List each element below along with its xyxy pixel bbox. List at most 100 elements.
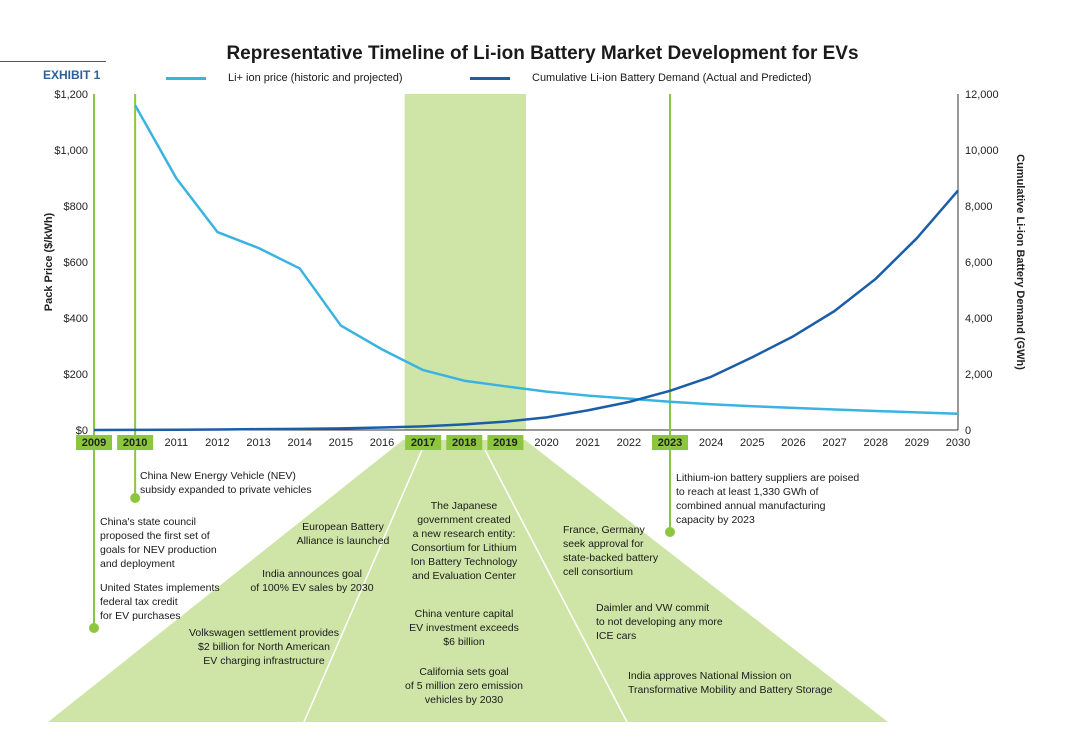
x-tick-label: 2017 (411, 437, 435, 449)
x-tick-label: 2012 (205, 437, 229, 449)
annotation-2019-item-0-line-2: state-backed battery (563, 552, 659, 564)
annotation-2009-line-0: China's state council (100, 516, 196, 528)
milestone-dot-2009 (89, 623, 99, 633)
annotation-2023-line-2: combined annual manufacturing (676, 500, 826, 512)
annotation-2017-item-1-line-0: India announces goal (262, 568, 362, 580)
annotation-2017-item-1: India announces goal of 100% EV sales by… (239, 567, 385, 595)
annotation-2019-item-2-line-1: Transformative Mobility and Battery Stor… (628, 684, 833, 696)
x-tick-label: 2015 (329, 437, 353, 449)
annotation-2009-line-1: proposed the first set of (100, 530, 210, 542)
x-tick-label: 2029 (905, 437, 929, 449)
annotation-2023: Lithium-ion battery suppliers are poised… (676, 471, 859, 527)
annotation-2009-spacer (100, 571, 220, 581)
x-tick-highlight-2018 (446, 435, 483, 450)
annotation-2017-item-0-line-0: European Battery (302, 521, 384, 533)
annotation-2010-line-1: subsidy expanded to private vehicles (140, 484, 312, 496)
annotation-2018-item-0-line-5: and Evaluation Center (412, 570, 516, 582)
annotation-2019-item-0-line-3: cell consortium (563, 566, 634, 578)
annotation-2017-item-2-line-0: Volkswagen settlement provides (189, 627, 339, 639)
legend-price: Li+ ion price (historic and projected) (166, 72, 403, 84)
chart-title: Representative Timeline of Li-ion Batter… (226, 43, 859, 64)
y-tick-label: $800 (64, 201, 88, 213)
legend-price-label: Li+ ion price (historic and projected) (228, 72, 403, 84)
annotation-2018-item-2-line-0: California sets goal (419, 666, 509, 678)
y-tick-label: $200 (64, 369, 88, 381)
annotation-2018-item-1-line-1: EV investment exceeds (409, 622, 519, 634)
annotation-2018-item-0-line-3: Consortium for Lithium (411, 542, 517, 554)
annotation-2009-line-2: goals for NEV production (100, 544, 217, 556)
x-tick-label: 2013 (246, 437, 270, 449)
annotation-2010: China New Energy Vehicle (NEV) subsidy e… (140, 469, 312, 497)
legend-demand-label: Cumulative Li-ion Battery Demand (Actual… (532, 72, 812, 84)
legend-price-swatch (166, 76, 206, 80)
highlight-band (404, 94, 526, 430)
annotation-2018-item-2: California sets goal of 5 million zero e… (392, 665, 536, 707)
annotation-2009-line-6: federal tax credit (100, 596, 178, 608)
x-tick-label: 2030 (946, 437, 970, 449)
annotation-2018-item-1-line-0: China venture capital (414, 608, 514, 620)
annotation-2019-item-1-line-2: ICE cars (596, 630, 637, 642)
x-tick-label: 2020 (534, 437, 558, 449)
annotation-2018-item-2-line-1: of 5 million zero emission (405, 680, 523, 692)
annotation-2018-item-2-line-2: vehicles by 2030 (424, 694, 504, 706)
annotation-2018-item-0-line-0: The Japanese (430, 500, 498, 512)
y-tick-label: $1,200 (54, 89, 88, 101)
series-line-1 (93, 189, 959, 432)
x-tick-label: 2027 (822, 437, 846, 449)
annotation-2017-item-2: Volkswagen settlement provides $2 billio… (183, 626, 345, 668)
annotation-2019-item-1-line-0: Daimler and VW commit (596, 602, 710, 614)
x-tick-label: 2018 (452, 437, 476, 449)
annotation-2019-item-0: France, Germany seek approval for state-… (563, 523, 658, 579)
annotation-2009-line-3: and deployment (100, 558, 175, 570)
annotation-2017-item-1-line-1: of 100% EV sales by 2030 (250, 582, 374, 594)
fan-background (48, 440, 888, 722)
y2-tick-label: 2,000 (965, 369, 993, 381)
annotation-2017-item-2-line-1: $2 billion for North American (198, 641, 330, 653)
x-tick-label: 2019 (493, 437, 517, 449)
y2-tick-label: 6,000 (965, 257, 993, 269)
x-tick-label: 2011 (164, 437, 188, 449)
x-tick-label: 2022 (617, 437, 641, 449)
annotation-2018-item-0-line-4: Ion Battery Technology (410, 556, 518, 568)
x-tick-label: 2023 (658, 437, 682, 449)
y2-tick-label: 10,000 (965, 145, 999, 157)
y2-tick-label: 8,000 (965, 201, 993, 213)
annotation-2018-item-0: The Japanese government created a new re… (400, 499, 528, 583)
annotation-2019-item-0-line-1: seek approval for (563, 538, 644, 550)
annotation-2018-item-0-line-2: a new research entity: (412, 528, 516, 540)
legend-demand-swatch (470, 76, 510, 80)
annotation-2018-item-1: China venture capital EV investment exce… (400, 607, 528, 649)
x-tick-highlight-2017 (405, 435, 442, 450)
annotation-2019-item-2-line-0: India approves National Mission on (628, 670, 792, 682)
annotation-2018-item-0-line-1: government created (417, 514, 511, 526)
annotation-2017-item-2-line-2: EV charging infrastructure (203, 655, 325, 667)
annotation-2019-item-1-line-1: to not developing any more (596, 616, 723, 628)
x-tick-label: 2028 (863, 437, 887, 449)
x-tick-label: 2024 (699, 437, 723, 449)
annotation-2023-line-1: to reach at least 1,330 GWh of (676, 486, 819, 498)
x-tick-highlight-2009 (76, 435, 112, 450)
fan-divider-1 (303, 449, 423, 723)
x-tick-label: 2010 (123, 437, 147, 449)
annotation-2017-item-0-line-1: Alliance is launched (296, 535, 390, 547)
exhibit-label: EXHIBIT 1 (43, 68, 101, 82)
annotation-2023-line-3: capacity by 2023 (676, 514, 755, 526)
milestone-dot-2010 (130, 493, 141, 503)
annotation-2019-item-1: Daimler and VW commit to not developing … (596, 601, 723, 643)
annotation-2009: China's state council proposed the first… (100, 515, 220, 623)
y-tick-label: $1,000 (54, 145, 88, 157)
y-tick-label: $400 (64, 313, 88, 325)
annotation-2010-line-0: China New Energy Vehicle (NEV) (140, 470, 296, 482)
milestone-dot-2023 (665, 527, 675, 537)
series-line-0 (134, 104, 959, 416)
y2-tick-label: 12,000 (965, 89, 999, 101)
x-tick-label: 2025 (740, 437, 764, 449)
y2-tick-label: 0 (965, 425, 971, 437)
x-tick-highlight-2010 (117, 435, 154, 450)
exhibit-rule (0, 61, 106, 62)
x-tick-label: 2009 (82, 437, 106, 449)
annotation-2018-item-1-line-2: $6 billion (443, 636, 485, 648)
annotation-2023-line-0: Lithium-ion battery suppliers are poised (676, 472, 860, 484)
y-tick-label: $600 (64, 257, 88, 269)
